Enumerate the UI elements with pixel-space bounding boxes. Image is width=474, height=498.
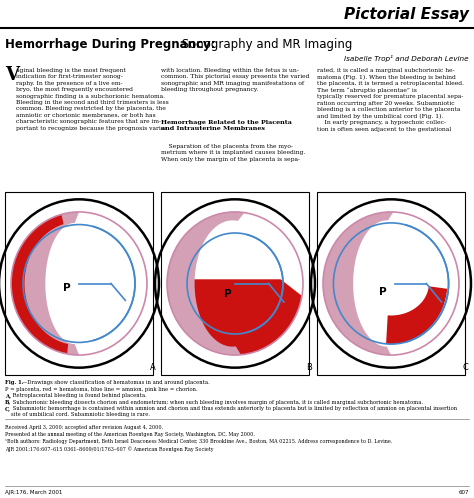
Text: P: P [63,283,70,293]
Text: —Drawings show classification of hematomas in and around placenta.: —Drawings show classification of hematom… [22,380,210,385]
Text: Fig. 1.: Fig. 1. [5,380,24,385]
Text: P = placenta, red = hematoma, blue line = amnion, pink line = chorion.: P = placenta, red = hematoma, blue line … [5,386,198,391]
Text: C: C [462,363,468,372]
Text: Separation of the placenta from the myo-
metrium where it is implanted causes bl: Separation of the placenta from the myo-… [161,144,305,162]
Text: ¹Both authors: Radiology Department, Beth Israel Deaconess Medical Center, 330 B: ¹Both authors: Radiology Department, Bet… [5,439,392,444]
Text: Received April 3, 2000; accepted after revision August 4, 2000.: Received April 3, 2000; accepted after r… [5,425,163,430]
Text: C,: C, [5,406,11,411]
Polygon shape [386,286,447,344]
Text: P: P [225,289,232,299]
Text: Retroplacental bleeding is found behind placenta.: Retroplacental bleeding is found behind … [10,393,146,398]
Text: Presented at the annual meeting of the American Roentgen Ray Society, Washington: Presented at the annual meeting of the A… [5,432,255,437]
Text: B,: B, [5,399,11,404]
Text: Sonography and MR Imaging: Sonography and MR Imaging [178,38,352,51]
FancyBboxPatch shape [5,192,153,375]
Text: with location. Bleeding within the fetus is un-
common. This pictorial essay pre: with location. Bleeding within the fetus… [161,68,310,92]
Text: B: B [306,363,312,372]
Polygon shape [11,214,68,354]
Text: 607: 607 [458,490,469,495]
Polygon shape [323,212,393,355]
FancyBboxPatch shape [161,192,309,375]
Text: aginal bleeding is the most frequent
indication for first-trimester sonog-
raphy: aginal bleeding is the most frequent ind… [16,68,169,130]
Text: Hemorrhage During Pregnancy:: Hemorrhage During Pregnancy: [5,38,216,51]
Text: Subchorionic bleeding dissects chorion and endometrium; when such bleeding invol: Subchorionic bleeding dissects chorion a… [10,399,423,404]
Polygon shape [167,212,245,355]
Text: Isabelle Trop¹ and Deborah Levine: Isabelle Trop¹ and Deborah Levine [345,55,469,62]
Text: AJR:176, March 2001: AJR:176, March 2001 [5,490,63,495]
Polygon shape [168,279,302,355]
Text: P: P [379,287,386,297]
Polygon shape [11,212,79,355]
Text: Subamniotic hemorrhage is contained within amnion and chorion and thus extends a: Subamniotic hemorrhage is contained with… [10,406,457,417]
Text: A,: A, [5,393,11,398]
Text: Pictorial Essay: Pictorial Essay [344,7,469,22]
Text: V: V [5,66,19,84]
FancyBboxPatch shape [317,192,465,375]
Text: AJR 2001;176:607–615 0361–8609/01/1763–607 © American Roentgen Ray Society: AJR 2001;176:607–615 0361–8609/01/1763–6… [5,446,213,452]
Text: A: A [150,363,156,372]
Text: rated, it is called a marginal subchorionic he-
matoma (Fig. 1). When the bleedi: rated, it is called a marginal subchorio… [317,68,464,132]
Text: Hemorrhage Related to the Placenta
and Intrauterine Membranes: Hemorrhage Related to the Placenta and I… [161,120,292,131]
